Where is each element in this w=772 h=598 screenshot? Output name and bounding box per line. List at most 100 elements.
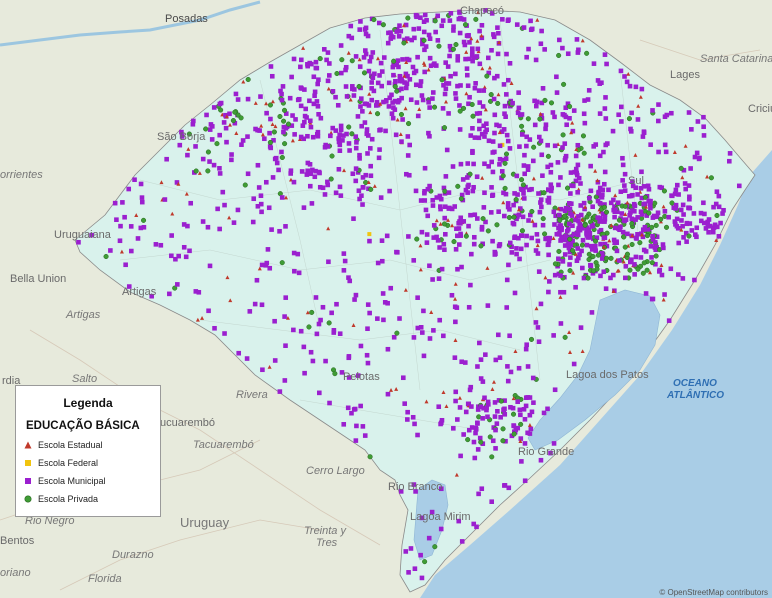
estadual-marker — [679, 227, 684, 232]
municipal-marker — [494, 421, 500, 426]
municipal-marker — [598, 273, 603, 279]
municipal-marker — [568, 191, 573, 196]
municipal-marker — [681, 212, 686, 217]
municipal-marker — [387, 95, 393, 101]
municipal-marker — [460, 177, 466, 182]
municipal-marker — [689, 228, 695, 233]
estadual-marker — [483, 107, 488, 112]
municipal-marker — [348, 23, 354, 29]
municipal-marker — [307, 183, 313, 189]
municipal-marker — [673, 202, 679, 208]
municipal-marker — [571, 183, 576, 189]
municipal-marker — [657, 267, 663, 273]
estadual-marker — [351, 323, 356, 327]
label-treinta-y: Treinta y — [304, 525, 347, 537]
municipal-marker — [497, 156, 503, 162]
municipal-marker — [477, 110, 483, 116]
privada-marker — [498, 398, 504, 404]
privada-marker — [469, 101, 475, 108]
estadual-marker — [534, 306, 539, 311]
privada-marker — [205, 168, 211, 174]
municipal-marker — [320, 185, 326, 191]
municipal-marker — [592, 243, 598, 249]
estadual-marker — [424, 399, 429, 404]
municipal-marker — [395, 58, 401, 63]
municipal-marker — [490, 438, 496, 444]
municipal-marker — [519, 132, 525, 137]
municipal-marker — [601, 219, 607, 224]
municipal-marker — [716, 233, 722, 239]
map-attribution[interactable]: © OpenStreetMap contributors — [659, 588, 768, 597]
municipal-marker — [302, 370, 307, 376]
municipal-marker — [365, 326, 370, 332]
municipal-marker — [536, 191, 541, 196]
municipal-marker — [389, 92, 394, 98]
municipal-marker — [497, 123, 502, 129]
municipal-marker — [535, 238, 541, 244]
estadual-marker — [450, 223, 455, 228]
municipal-marker — [357, 64, 363, 69]
municipal-marker — [558, 289, 563, 295]
municipal-marker — [687, 221, 693, 226]
privada-marker — [500, 173, 506, 179]
municipal-marker — [129, 248, 134, 254]
municipal-marker — [313, 168, 318, 174]
privada-marker — [621, 234, 627, 240]
municipal-marker — [374, 100, 380, 105]
municipal-marker — [280, 84, 286, 89]
privada-marker — [271, 129, 277, 135]
municipal-marker — [549, 185, 554, 191]
municipal-marker — [713, 201, 719, 207]
estadual-marker — [633, 153, 638, 157]
municipal-marker — [504, 305, 510, 310]
municipal-marker — [418, 15, 423, 20]
municipal-marker — [427, 133, 432, 139]
municipal-marker — [207, 127, 213, 132]
privada-marker — [529, 208, 535, 215]
municipal-marker — [325, 144, 331, 149]
municipal-marker — [558, 321, 564, 326]
municipal-marker — [497, 162, 502, 167]
privada-marker — [230, 117, 236, 124]
privada-marker — [326, 320, 332, 326]
municipal-marker — [683, 230, 689, 236]
municipal-marker — [390, 115, 396, 121]
municipal-marker — [415, 113, 421, 119]
municipal-marker — [441, 241, 447, 247]
estadual-marker — [636, 104, 641, 108]
estadual-marker — [418, 267, 423, 272]
municipal-marker — [618, 189, 624, 194]
municipal-marker — [562, 208, 568, 213]
municipal-marker — [662, 292, 667, 297]
municipal-marker — [298, 64, 303, 70]
municipal-marker — [362, 120, 368, 125]
municipal-marker — [414, 14, 419, 20]
privada-marker — [460, 105, 467, 111]
municipal-marker — [423, 207, 429, 213]
municipal-marker — [548, 162, 554, 168]
municipal-marker — [496, 332, 501, 338]
municipal-marker — [423, 44, 429, 49]
municipal-marker — [114, 217, 119, 222]
municipal-marker — [307, 98, 312, 104]
estadual-marker — [253, 101, 258, 105]
municipal-marker — [341, 268, 347, 273]
municipal-marker — [453, 398, 458, 404]
municipal-marker — [589, 224, 595, 229]
estadual-marker — [453, 281, 458, 286]
municipal-marker — [247, 309, 253, 314]
municipal-marker — [459, 359, 464, 365]
municipal-marker — [573, 217, 578, 223]
municipal-marker — [353, 134, 359, 139]
privada-marker — [480, 216, 486, 222]
privada-marker — [570, 248, 576, 254]
municipal-marker — [727, 151, 733, 156]
municipal-marker — [691, 211, 697, 216]
municipal-marker — [524, 54, 529, 60]
municipal-marker — [312, 89, 318, 95]
municipal-marker — [253, 126, 258, 132]
municipal-marker — [615, 200, 621, 205]
municipal-marker — [398, 489, 404, 494]
municipal-marker — [298, 85, 304, 90]
municipal-marker — [523, 346, 529, 352]
